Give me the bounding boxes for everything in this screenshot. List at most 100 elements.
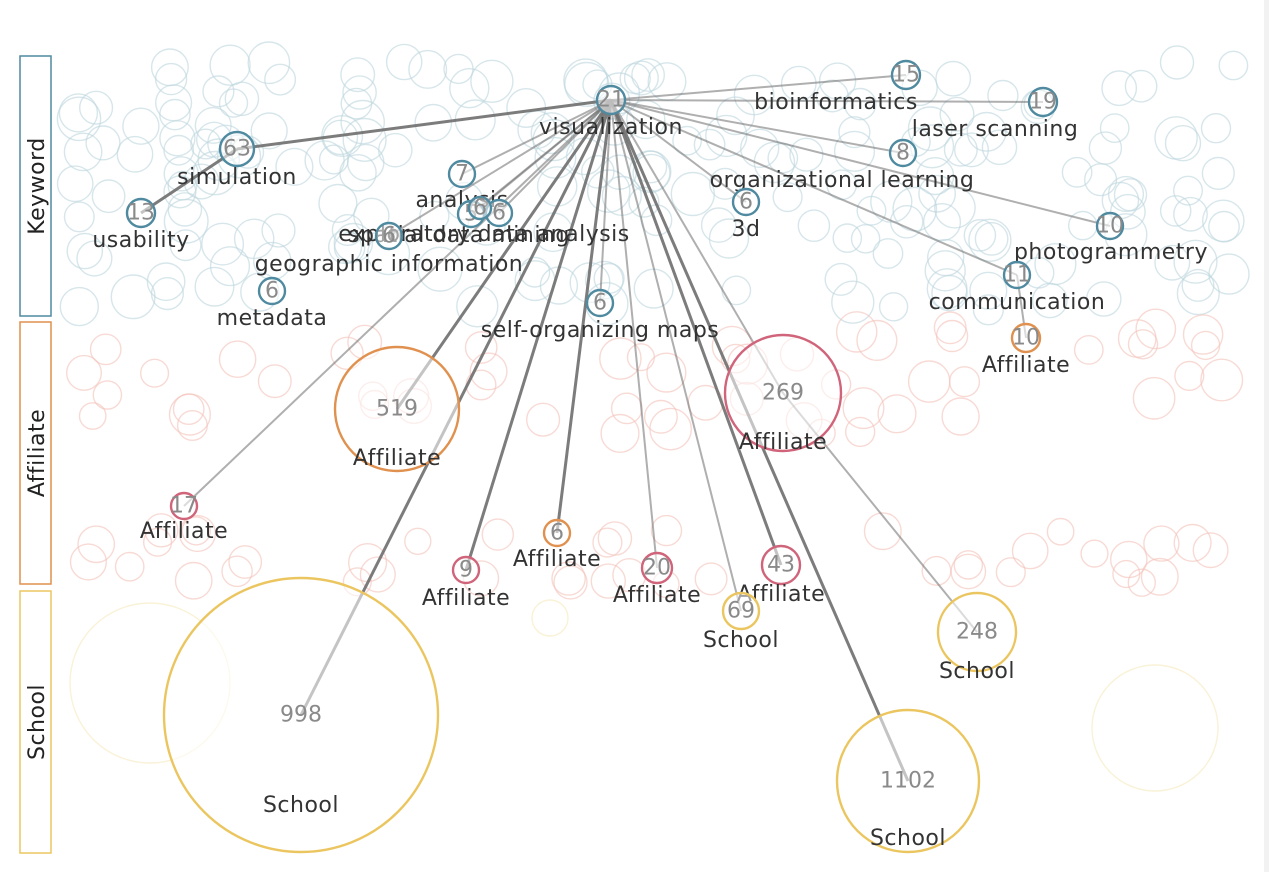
node-n998[interactable]: 998 School [162,576,440,854]
node-circle[interactable] [1010,322,1042,354]
node-circle[interactable] [721,591,761,631]
node-circle[interactable] [585,288,615,318]
node-count: 15 [892,63,920,88]
node-n6d[interactable]: 63d [731,187,761,242]
background-circle [1159,195,1192,227]
background-circle [163,134,195,166]
node-circle[interactable] [162,576,440,854]
background-circle [77,525,116,564]
background-circle [348,542,388,583]
background-circle [1181,268,1215,302]
background-circle [953,550,984,580]
node-circle[interactable] [890,59,922,91]
background-circle [1218,50,1249,81]
background-circle [174,561,213,600]
band-frame-school[interactable] [19,590,52,854]
background-circle [797,209,831,242]
node-circle[interactable] [731,187,761,217]
background-circle [1046,517,1075,546]
background-circle [414,103,453,142]
node-circle[interactable] [760,544,802,586]
node-circle[interactable] [1027,86,1059,118]
node-circle[interactable] [447,159,477,189]
node-n269[interactable]: 269 Affiliate [723,333,843,455]
edge-n21-n63 [236,98,612,151]
background-circle [926,268,968,310]
node-n63[interactable]: 63 simulation [177,130,297,190]
node-count: 8 [896,141,910,166]
node-n519[interactable]: 519 Affiliate [333,345,461,473]
background-circle [275,147,314,186]
node-n9[interactable]: 9 Affiliate [422,555,510,611]
edge-n21-n6g [555,99,613,534]
background-circle [623,60,659,96]
node-circle[interactable] [640,551,674,585]
background-circle [114,551,145,582]
node-count: 17 [170,494,198,519]
node-n6b[interactable]: 6 geographic information [255,221,524,277]
background-circle [1110,193,1146,230]
node-circle[interactable] [1095,211,1125,241]
node-circle[interactable] [595,84,627,116]
node-label: simulation [177,165,297,190]
node-n6c[interactable]: 6 [467,195,493,221]
node-n248[interactable]: 248 School [936,591,1018,684]
node-circle[interactable] [374,221,404,251]
background-circle [470,59,514,104]
node-circle[interactable] [835,708,981,854]
background-circle [672,125,702,156]
node-count: 10 [1012,326,1040,351]
node-count: 6 [593,291,607,316]
node-circle[interactable] [936,591,1018,673]
node-circle[interactable] [169,491,199,521]
background-circle [1127,568,1157,597]
background-circle [1154,116,1198,160]
background-circle [831,280,875,324]
background-circle [1073,334,1104,365]
node-circle[interactable] [723,333,843,453]
node-count: 269 [762,381,804,406]
background-circle [340,57,376,93]
band-frame-keyword[interactable] [19,55,52,317]
node-circle[interactable] [218,130,256,168]
node-count: 6 [739,190,753,215]
node-label: visualization [539,115,683,140]
node-circle[interactable] [1002,260,1032,290]
background-circle [1159,45,1195,80]
node-circle[interactable] [542,518,572,548]
background-circle [590,563,626,599]
background-circle [551,561,586,596]
node-circle[interactable] [257,276,287,306]
node-circle[interactable] [888,138,918,168]
background-circle [168,393,211,436]
node-circle[interactable] [125,197,157,229]
background-circle [66,232,104,270]
band-frame-affiliate[interactable] [19,321,52,585]
node-count: 43 [767,553,795,578]
node-count: 6 [550,521,564,546]
background-circle [987,79,1019,112]
vertical-scrollbar[interactable] [1264,0,1269,872]
node-count: 6 [265,279,279,304]
node-count: 13 [127,201,155,226]
node-n69[interactable]: 69 School [703,591,779,653]
node-circle[interactable] [333,345,461,473]
node-n1102[interactable]: 1102 School [835,708,981,854]
node-count: 1102 [880,769,936,794]
node-circle[interactable] [467,195,493,221]
node-circle[interactable] [451,555,481,585]
